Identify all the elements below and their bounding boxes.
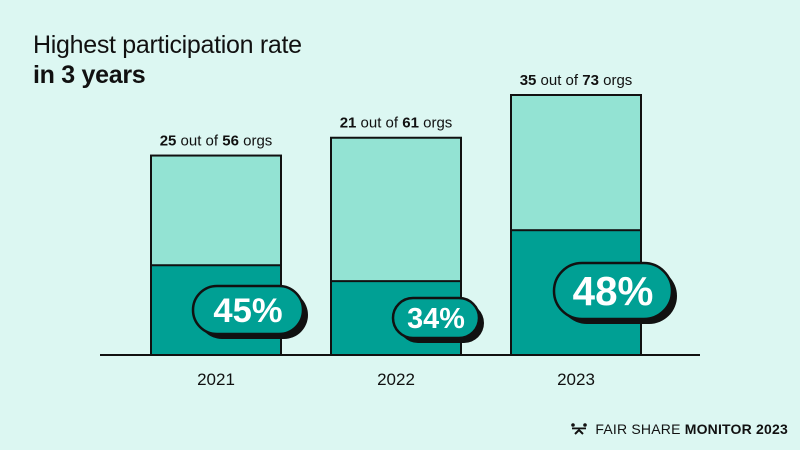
bar-label-total: 73 xyxy=(582,72,599,89)
bar-label-suffix: orgs xyxy=(599,72,632,89)
chart-title-line1: Highest participation rate xyxy=(33,31,302,59)
rate-label-2021: 45% xyxy=(213,292,282,330)
bar-label-2021: 25 out of 56 orgs xyxy=(160,133,273,150)
rate-pill-2022 xyxy=(391,296,481,340)
chart-title-line2: in 3 years xyxy=(33,61,146,89)
x-tick-label-2021: 2021 xyxy=(197,370,235,389)
rate-pill-2023 xyxy=(552,261,674,321)
bar-label-suffix: orgs xyxy=(419,115,452,132)
footer-brand-bold: MONITOR 2023 xyxy=(684,421,788,437)
bar-label-2022: 21 out of 61 orgs xyxy=(340,115,453,132)
fair-share-logo-icon xyxy=(571,423,588,435)
bar-label-2023: 35 out of 73 orgs xyxy=(520,72,633,89)
rate-pill-2021 xyxy=(191,284,305,336)
x-tick-label-2023: 2023 xyxy=(557,370,595,389)
bar-label-part: 21 xyxy=(340,115,357,132)
chart-title: Highest participation rate in 3 years xyxy=(33,30,302,90)
bar-label-total: 56 xyxy=(222,133,239,150)
bar-label-part: 35 xyxy=(520,72,537,89)
bar-label-total: 61 xyxy=(402,115,419,132)
footer-brand-light: FAIR SHARE xyxy=(595,421,681,437)
bar-label-mid: out of xyxy=(536,72,582,89)
bar-label-mid: out of xyxy=(176,133,222,150)
bar-label-mid: out of xyxy=(356,115,402,132)
bar-label-part: 25 xyxy=(160,133,177,150)
x-tick-label-2022: 2022 xyxy=(377,370,415,389)
rate-label-2022: 34% xyxy=(407,303,465,335)
rate-label-2023: 48% xyxy=(573,268,654,314)
bar-label-suffix: orgs xyxy=(239,133,272,150)
footer-brand: FAIR SHARE MONITOR 2023 xyxy=(571,421,788,437)
